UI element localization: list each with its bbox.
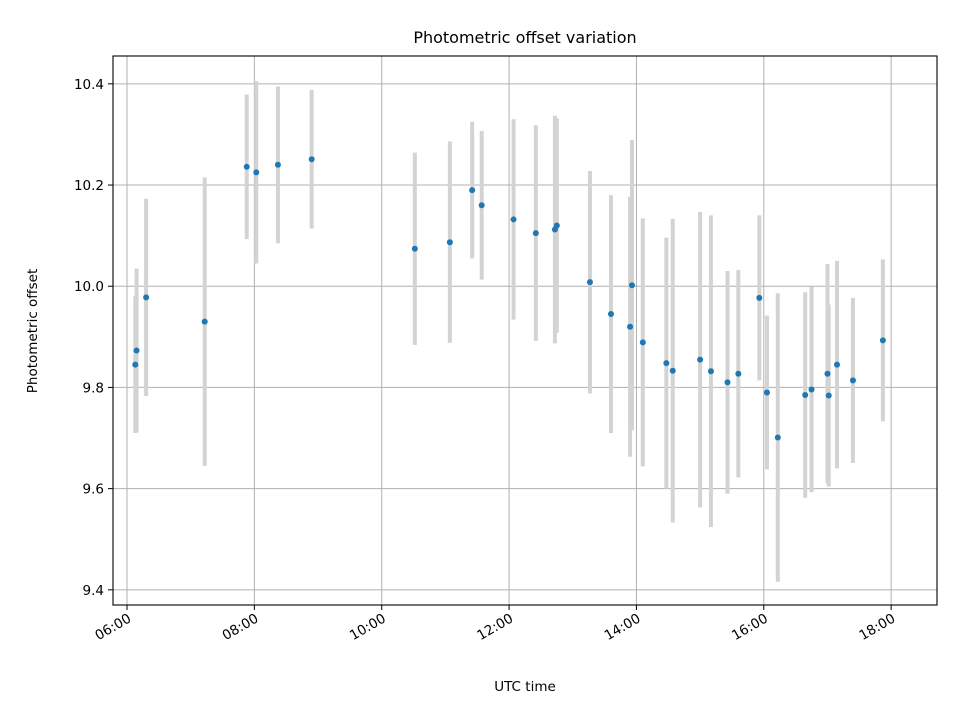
grid [113,56,937,605]
data-point [802,392,809,399]
x-axis-label: UTC time [494,679,556,695]
data-point [411,245,418,252]
data-point [774,434,781,441]
data-point [627,323,634,330]
y-axis-label: Photometric offset [25,269,41,393]
data-points [132,156,886,441]
data-point [308,156,315,163]
data-point [834,361,841,368]
y-tick-label: 10.4 [74,77,104,93]
data-point [707,368,714,375]
data-point [510,216,517,223]
data-point [756,294,763,301]
data-point [849,377,856,384]
data-point [201,318,208,325]
plot-frame [112,55,938,606]
data-point [532,230,539,237]
y-tick-label: 9.4 [83,583,104,599]
data-point [478,202,485,209]
data-point [697,356,704,363]
data-point [586,279,593,286]
data-point [253,169,260,176]
data-point [824,370,831,377]
data-point [143,294,150,301]
data-point [446,239,453,246]
data-point [628,282,635,289]
chart-title: Photometric offset variation [413,28,636,47]
y-tick-label: 10.2 [74,178,104,194]
data-point [133,347,140,354]
y-tick-label: 9.6 [83,482,104,498]
data-point [763,389,770,396]
data-point [825,392,832,399]
data-point [274,161,281,168]
y-tick-label: 10.0 [74,279,104,295]
data-point [879,337,886,344]
data-point [132,361,139,368]
data-point [553,222,560,229]
data-point [639,339,646,346]
data-point [607,311,614,318]
data-point [808,386,815,393]
data-point [663,360,670,367]
data-point [469,187,476,194]
data-point [735,370,742,377]
y-tick-label: 9.8 [83,380,104,396]
data-point [724,379,731,386]
data-point [669,367,676,374]
data-point [243,163,250,170]
